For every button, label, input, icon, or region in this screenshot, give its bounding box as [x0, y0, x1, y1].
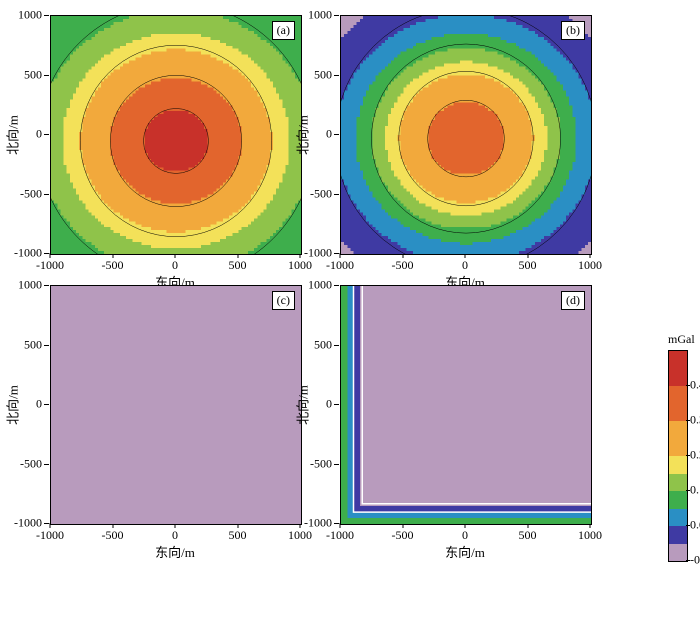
- colorbar-segment: [669, 421, 687, 456]
- panel-c: -1000-50005001000-1000-50005001000东向/m北向…: [50, 285, 300, 525]
- x-tick-label: 0: [462, 528, 468, 543]
- contour-lines-d: [341, 286, 591, 524]
- colorbar-segment: [669, 386, 687, 421]
- colorbar-tick-label: 0.36: [690, 413, 700, 428]
- x-axis-a: -1000-50005001000: [50, 253, 300, 273]
- colorbar-tick-label: 0.26: [690, 448, 700, 463]
- panel-label-a: (a): [272, 21, 295, 40]
- colorbar-tick-label: 0.16: [690, 483, 700, 498]
- colorbar-segment: [669, 491, 687, 509]
- x-tick-label: 0: [172, 258, 178, 273]
- x-tick-label: -500: [392, 528, 414, 543]
- panel-label-d: (d): [561, 291, 585, 310]
- x-tick-label: -500: [392, 258, 414, 273]
- x-tick-label: -1000: [36, 258, 64, 273]
- plot-area-d: (d): [340, 285, 592, 525]
- panel-d: -1000-50005001000-1000-50005001000东向/m北向…: [340, 285, 590, 525]
- y-axis-label-d: 北向/m: [292, 385, 311, 425]
- x-tick-label: -1000: [36, 528, 64, 543]
- x-axis-d: -1000-50005001000: [340, 523, 590, 543]
- colorbar-tick-label: 0.06: [690, 518, 700, 533]
- panel-row-2: -1000-50005001000-1000-50005001000东向/m北向…: [50, 285, 645, 525]
- x-axis-c: -1000-50005001000: [50, 523, 300, 543]
- x-tick-label: 1000: [578, 528, 602, 543]
- x-tick-label: 500: [229, 528, 247, 543]
- colorbar-segment: [669, 456, 687, 474]
- x-tick-label: -1000: [326, 258, 354, 273]
- colorbar-segment: [669, 351, 687, 386]
- colorbar-segment: [669, 509, 687, 527]
- x-axis-label-c: 东向/m: [155, 542, 195, 561]
- panel-a: -1000-50005001000-1000-50005001000东向/m北向…: [50, 15, 300, 255]
- panel-row-1: -1000-50005001000-1000-50005001000东向/m北向…: [50, 15, 645, 255]
- plot-area-a: (a): [50, 15, 302, 255]
- colorbar-title: mGal: [668, 332, 695, 347]
- colorbar-segment: [669, 474, 687, 492]
- contour-lines-b: [341, 16, 591, 254]
- x-tick-label: 1000: [578, 258, 602, 273]
- colorbar: mGal -0.040.060.160.260.360.46: [668, 350, 688, 562]
- panel-b: -1000-50005001000-1000-50005001000东向/m北向…: [340, 15, 590, 255]
- colorbar-segment: [669, 544, 687, 562]
- x-tick-label: 500: [229, 258, 247, 273]
- contour-lines-c: [51, 286, 301, 524]
- plot-area-c: (c): [50, 285, 302, 525]
- x-axis-label-d: 东向/m: [445, 542, 485, 561]
- figure-grid: -1000-50005001000-1000-50005001000东向/m北向…: [50, 15, 645, 555]
- plot-area-b: (b): [340, 15, 592, 255]
- x-tick-label: -500: [102, 258, 124, 273]
- x-axis-b: -1000-50005001000: [340, 253, 590, 273]
- x-tick-label: 0: [172, 528, 178, 543]
- colorbar-segment: [669, 526, 687, 544]
- x-tick-label: 500: [519, 528, 537, 543]
- colorbar-tick-label: 0.46: [690, 378, 700, 393]
- panel-label-c: (c): [272, 291, 295, 310]
- contour-lines-a: [51, 16, 301, 254]
- x-tick-label: -500: [102, 528, 124, 543]
- x-tick-label: 500: [519, 258, 537, 273]
- y-axis-label-a: 北向/m: [2, 115, 21, 155]
- y-axis-label-b: 北向/m: [292, 115, 311, 155]
- x-tick-label: -1000: [326, 528, 354, 543]
- colorbar-tick-label: -0.04: [690, 553, 700, 568]
- x-tick-label: 0: [462, 258, 468, 273]
- colorbar-body: [668, 350, 688, 562]
- panel-label-b: (b): [561, 21, 585, 40]
- y-axis-label-c: 北向/m: [2, 385, 21, 425]
